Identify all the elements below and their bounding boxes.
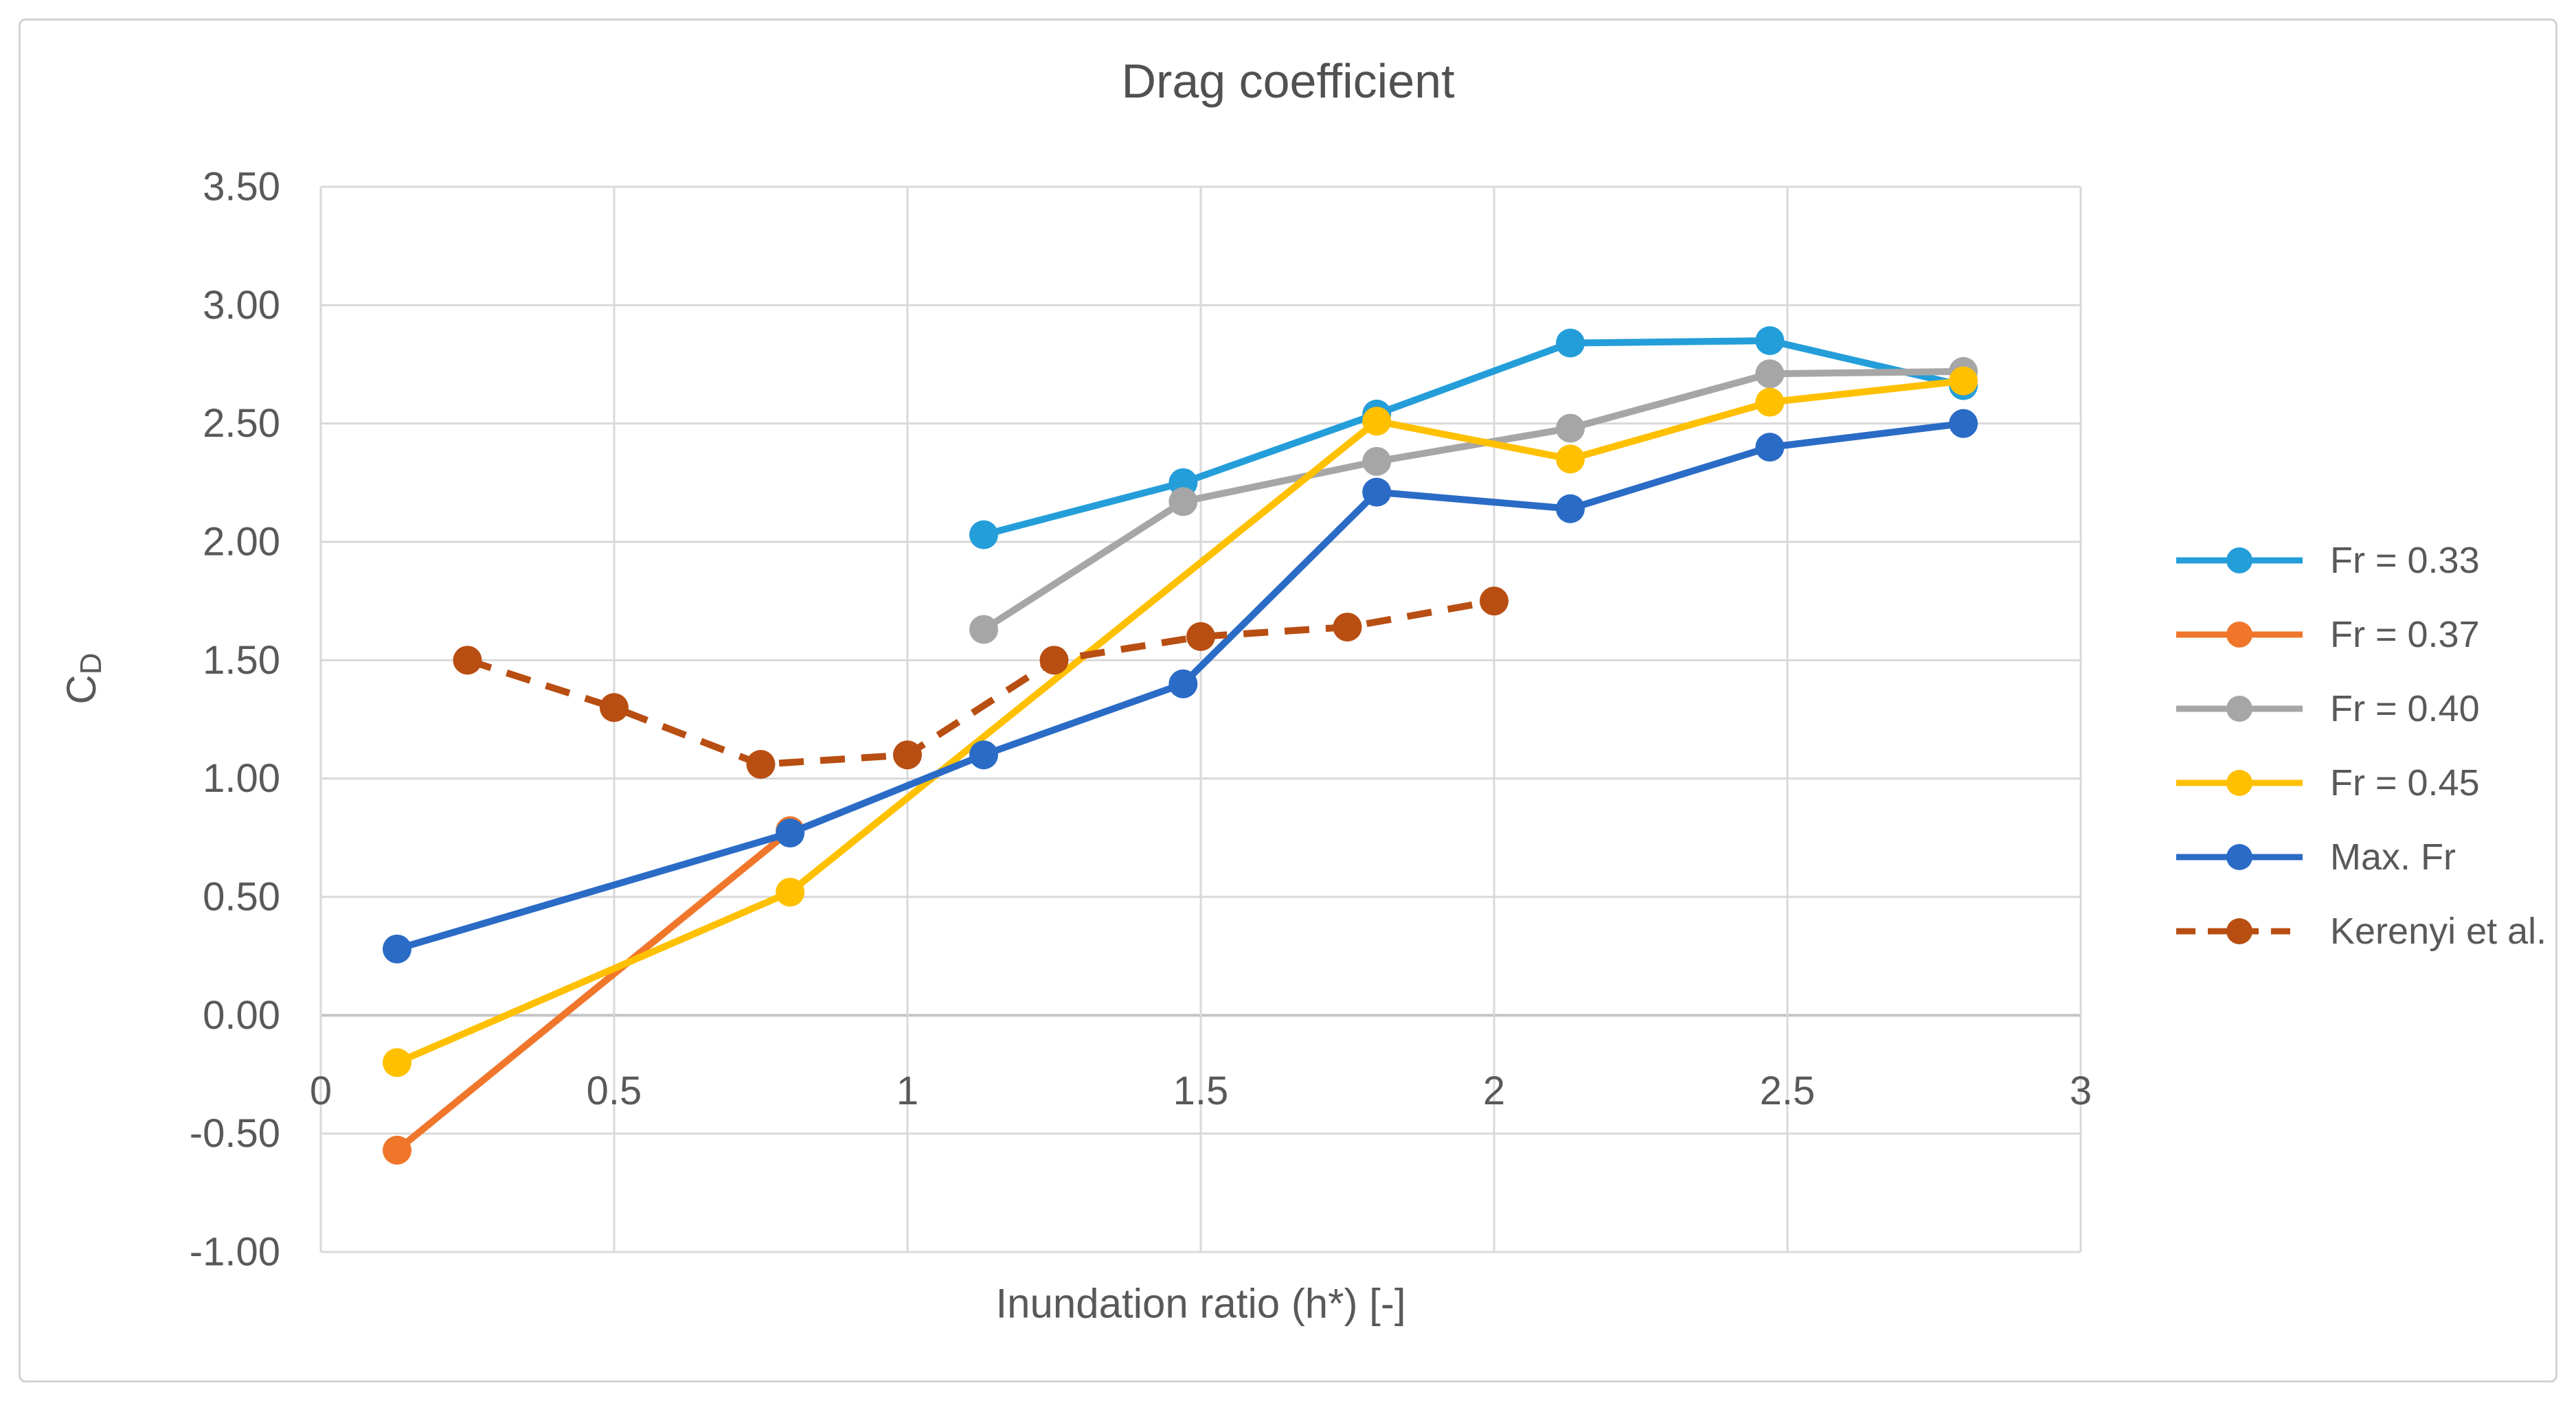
legend-item-fr-0-33: Fr = 0.33 <box>2176 540 2480 581</box>
x-tick-label: 1 <box>896 1069 918 1113</box>
legend-label: Fr = 0.33 <box>2330 540 2480 581</box>
data-point-marker <box>1755 326 1785 356</box>
data-point-marker <box>1556 444 1585 474</box>
axis-tick-labels: 3.503.002.502.001.501.000.500.00-0.50-1.… <box>190 165 2092 1275</box>
y-tick-label: 3.50 <box>203 165 280 209</box>
data-point-marker <box>776 878 805 907</box>
y-tick-label: 3.00 <box>203 283 280 328</box>
y-axis-title: CD <box>58 652 108 704</box>
gridlines <box>319 185 2082 1253</box>
y-tick-label: 2.00 <box>203 520 280 565</box>
data-point-marker <box>1362 407 1392 436</box>
legend-label: Fr = 0.37 <box>2330 614 2480 655</box>
legend-item-fr-0-45: Fr = 0.45 <box>2176 762 2480 804</box>
legend-marker <box>2226 547 2252 573</box>
x-tick-label: 0 <box>310 1069 332 1113</box>
legend-item-kerenyi-et-al-: Kerenyi et al. <box>2176 911 2546 952</box>
series-kerenyi-et-al- <box>453 586 1509 779</box>
series-line <box>982 367 1964 633</box>
x-tick-label: 0.5 <box>587 1069 642 1113</box>
series-fr-0-40 <box>969 356 1978 644</box>
series-line <box>396 420 1964 953</box>
data-point-marker <box>776 818 805 847</box>
data-point-marker <box>453 646 482 675</box>
data-point-marker <box>1362 477 1392 507</box>
data-point-marker <box>383 1135 412 1165</box>
data-point-marker <box>1556 413 1585 443</box>
data-point-marker <box>1168 669 1198 698</box>
data-point-marker <box>1949 409 1978 438</box>
data-point-marker <box>969 615 999 644</box>
y-tick-label: 0.00 <box>203 993 280 1038</box>
data-point-marker <box>746 749 776 779</box>
data-point-marker <box>1362 446 1392 476</box>
series-layer <box>383 326 1978 1165</box>
data-point-marker <box>1949 366 1978 396</box>
data-point-marker <box>1755 387 1785 417</box>
legend-item-max-fr: Max. Fr <box>2176 836 2456 878</box>
data-point-marker <box>1755 433 1785 462</box>
series-line <box>982 337 1965 538</box>
x-tick-label: 2.5 <box>1760 1069 1816 1113</box>
legend: Fr = 0.33 Fr = 0.37 Fr = 0.40 Fr = 0.45 Max.… <box>2176 540 2546 952</box>
x-tick-label: 3 <box>2070 1069 2092 1113</box>
data-point-marker <box>1039 646 1069 675</box>
legend-item-fr-0-40: Fr = 0.40 <box>2176 688 2480 729</box>
data-point-marker <box>1333 613 1362 642</box>
y-tick-label: 1.50 <box>203 638 280 683</box>
legend-marker <box>2226 844 2252 870</box>
data-point-marker <box>893 740 922 770</box>
data-point-marker <box>969 520 999 549</box>
series-line <box>396 377 1964 1066</box>
series-fr-0-45 <box>383 366 1978 1078</box>
data-point-marker <box>600 693 629 722</box>
y-tick-label: 2.50 <box>203 401 280 446</box>
chart-title: Drag coefficient <box>1121 54 1454 108</box>
x-tick-label: 2 <box>1483 1069 1505 1113</box>
legend-marker <box>2226 918 2252 944</box>
legend-label: Fr = 0.40 <box>2330 688 2480 729</box>
legend-label: Max. Fr <box>2330 836 2456 878</box>
data-point-marker <box>383 1048 412 1078</box>
y-tick-label: -1.00 <box>190 1230 280 1275</box>
series-line <box>466 597 1495 768</box>
data-point-marker <box>1480 586 1509 616</box>
legend-label: Fr = 0.45 <box>2330 762 2480 804</box>
data-point-marker <box>1186 622 1215 651</box>
legend-marker <box>2226 770 2252 796</box>
legend-marker <box>2226 696 2252 722</box>
data-point-marker <box>383 934 412 964</box>
y-axis-title-base: C <box>58 674 104 704</box>
data-point-marker <box>969 740 999 770</box>
data-point-marker <box>1168 487 1198 516</box>
x-tick-label: 1.5 <box>1173 1069 1229 1113</box>
legend-label: Kerenyi et al. <box>2330 911 2546 952</box>
data-point-marker <box>1556 328 1585 358</box>
y-tick-label: 0.50 <box>203 875 280 920</box>
series-line <box>394 828 793 1153</box>
data-point-marker <box>1556 494 1585 523</box>
y-tick-label: 1.00 <box>203 756 280 801</box>
series-fr-0-33 <box>969 326 1978 549</box>
x-axis-title: Inundation ratio (h*) [-] <box>996 1281 1406 1327</box>
legend-marker <box>2226 622 2252 648</box>
y-tick-label: -0.50 <box>190 1111 280 1156</box>
legend-item-fr-0-37: Fr = 0.37 <box>2176 614 2480 655</box>
y-axis-title-subscript: D <box>74 652 108 674</box>
data-point-marker <box>1755 359 1785 389</box>
series-max-fr <box>383 409 1978 964</box>
figure-border <box>19 19 2557 1382</box>
